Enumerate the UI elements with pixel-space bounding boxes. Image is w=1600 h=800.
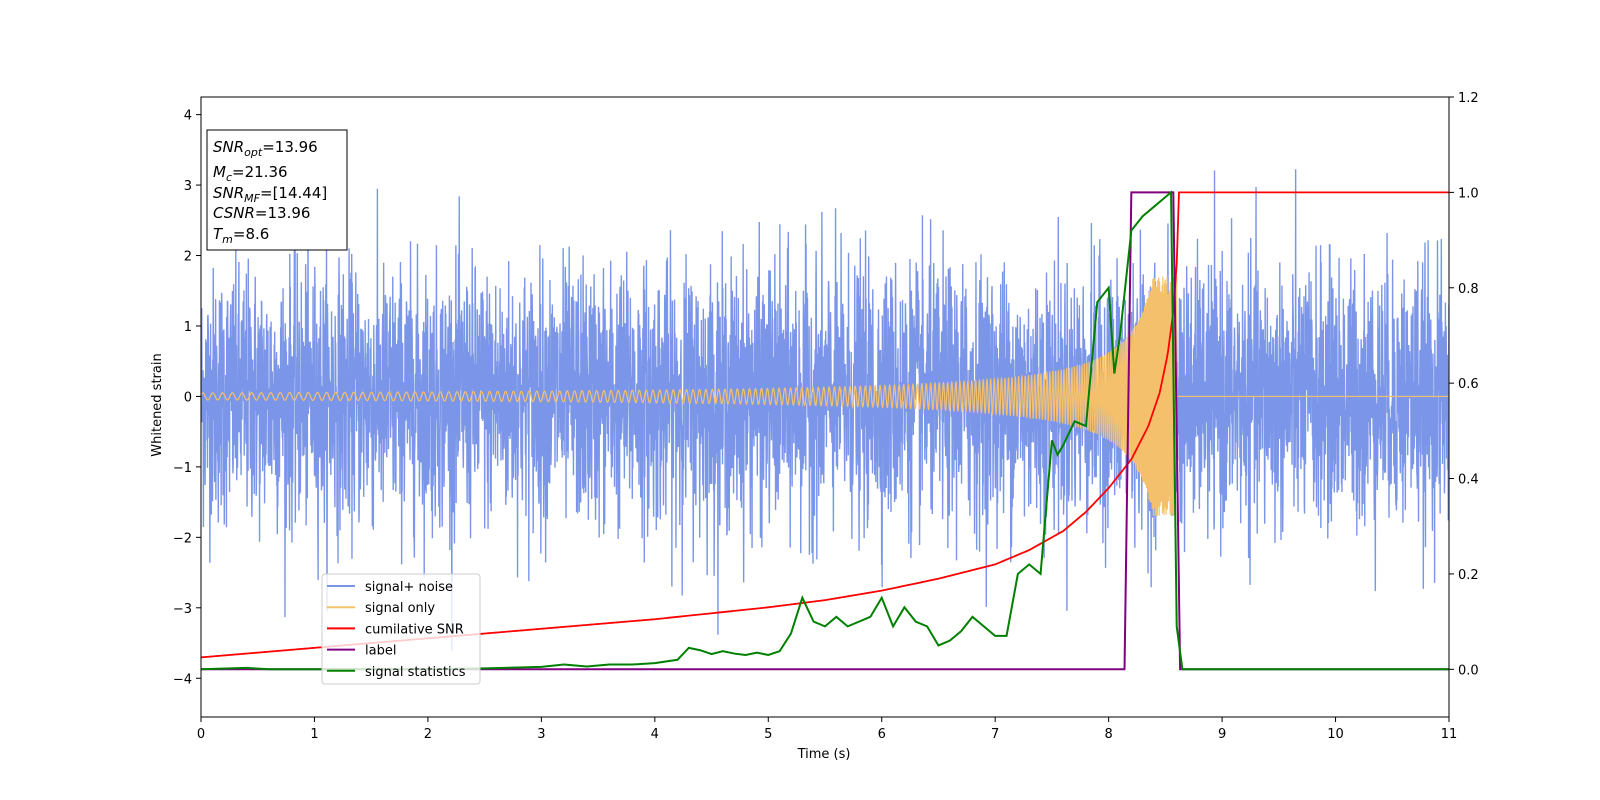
x-tick-label: 9 — [1218, 727, 1226, 742]
y-left-tick-label: 0 — [184, 390, 192, 405]
x-tick-label: 4 — [651, 727, 659, 742]
y-left-tick-label: 2 — [184, 250, 192, 265]
axes: 0 1 2 3 4 5 6 7 8 9 10 1143210−1−2−3−41.21.00.80.60… — [173, 91, 1479, 742]
x-axis-label: Time (s) — [797, 747, 851, 762]
legend-entry-label: label — [365, 644, 396, 659]
legend-frame — [321, 573, 481, 685]
y-left-tick-label: 3 — [184, 179, 192, 194]
x-tick-label: 5 — [764, 727, 772, 742]
y-right-tick-label: 0.8 — [1458, 282, 1479, 297]
x-tick-label: 6 — [878, 727, 886, 742]
legend-entry-label: signal+ noise — [365, 580, 453, 595]
y-right-tick-label: 1.2 — [1458, 91, 1479, 106]
x-tick-label: 2 — [424, 727, 432, 742]
stats-annotation-box: SNRopt=13.96 Mc=21.36SNRMF=[14.44]CSNR=13… — [206, 129, 348, 251]
y-left-tick-label: 1 — [184, 320, 192, 335]
legend-entry-label: signal only — [365, 601, 435, 616]
y-left-tick-label: 4 — [184, 109, 192, 124]
y-right-tick-label: 0.4 — [1458, 473, 1479, 488]
y-right-tick-label: 0.0 — [1458, 663, 1479, 678]
x-tick-label: 3 — [537, 727, 545, 742]
series-signal-only — [201, 276, 1449, 517]
series-signal-statistics — [201, 190, 1449, 671]
y-left-tick-label: −4 — [173, 672, 192, 687]
x-tick-label: 1 — [310, 727, 318, 742]
y-left-tick-label: −1 — [173, 461, 192, 476]
y-right-tick-label: 0.6 — [1458, 377, 1479, 392]
plot-frame — [200, 96, 1450, 718]
y-right-tick-label: 1.0 — [1458, 186, 1479, 201]
series-signal-plus-noise — [201, 169, 1449, 652]
stats-line: SNRMF=[14.44] — [213, 184, 327, 205]
y-left-tick-label: −3 — [173, 602, 192, 617]
y-right-tick-label: 0.2 — [1458, 568, 1479, 583]
x-tick-label: 7 — [991, 727, 999, 742]
x-tick-label: 11 — [1441, 727, 1458, 742]
stats-box-frame — [206, 129, 348, 251]
stats-line: SNRopt=13.96 — [213, 138, 318, 159]
x-tick-label: 8 — [1104, 727, 1112, 742]
stats-line: CSNR=13.96 — [213, 204, 310, 222]
y-left-tick-label: −2 — [173, 531, 192, 546]
y-axis-label: Whitened strain — [150, 353, 165, 456]
x-tick-label: 0 — [197, 727, 205, 742]
stats-line: Tm=8.6 — [213, 225, 269, 246]
legend-entry-label: cumilative SNR — [365, 622, 464, 637]
legend: signal+ noise signal only cumilative SNR la… — [321, 573, 481, 685]
stats-line: Mc=21.36 — [213, 163, 288, 184]
x-tick-label: 10 — [1327, 727, 1344, 742]
legend-entry-label: signal statistics — [365, 665, 466, 680]
